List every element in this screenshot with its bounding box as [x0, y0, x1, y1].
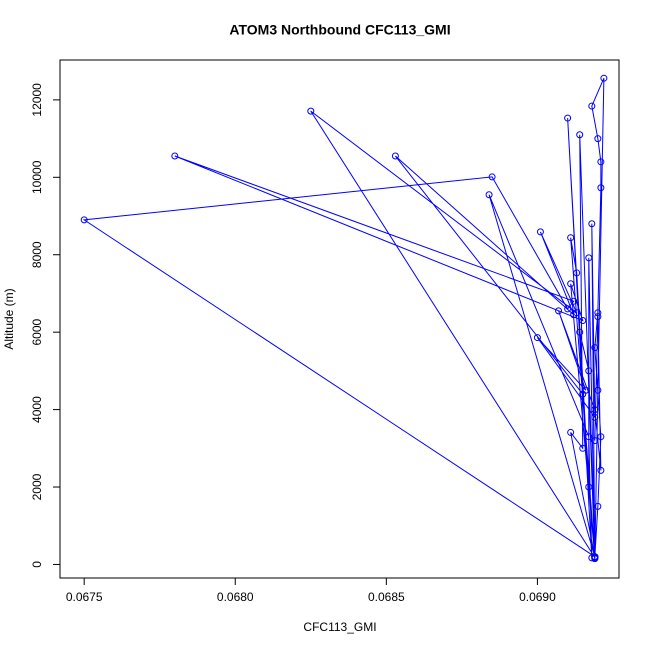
point — [585, 433, 593, 441]
point — [588, 102, 596, 110]
y-tick-label: 0 — [30, 561, 44, 568]
point — [307, 107, 315, 115]
point — [594, 313, 602, 321]
point — [591, 554, 599, 562]
point — [579, 444, 587, 452]
point — [594, 502, 602, 510]
point — [567, 428, 575, 436]
point — [536, 228, 544, 236]
point — [485, 191, 493, 199]
chart-title: ATOM3 Northbound CFC113_GMI — [229, 22, 450, 38]
point — [585, 254, 593, 262]
point — [391, 152, 399, 160]
point — [597, 466, 605, 474]
y-tick-label: 8000 — [30, 241, 44, 268]
x-tick-label: 0.0680 — [217, 590, 254, 604]
point — [597, 184, 605, 192]
point — [588, 554, 596, 562]
point — [594, 309, 602, 317]
point — [591, 437, 599, 445]
point — [597, 158, 605, 166]
point — [591, 413, 599, 421]
point — [576, 328, 584, 336]
x-tick-label: 0.0685 — [368, 590, 405, 604]
point — [488, 173, 496, 181]
point — [555, 307, 563, 315]
y-tick-label: 2000 — [30, 473, 44, 500]
point — [576, 131, 584, 139]
point — [564, 305, 572, 313]
point — [597, 433, 605, 441]
point — [579, 317, 587, 325]
x-tick-label: 0.0675 — [66, 590, 103, 604]
point — [594, 135, 602, 143]
y-tick-label: 6000 — [30, 318, 44, 345]
x-axis-label: CFC113_GMI — [303, 620, 376, 634]
plot-frame — [59, 59, 620, 579]
point — [570, 297, 578, 305]
point — [585, 483, 593, 491]
y-axis-label: Altitude (m) — [2, 288, 16, 349]
point — [567, 234, 575, 242]
point — [594, 386, 602, 394]
x-tick-label: 0.0690 — [519, 590, 556, 604]
point — [567, 280, 575, 288]
point — [564, 114, 572, 122]
point — [582, 386, 590, 394]
point — [573, 269, 581, 277]
point — [171, 152, 179, 160]
point — [600, 74, 608, 82]
point — [591, 406, 599, 414]
series-line — [82, 77, 605, 559]
point — [533, 334, 541, 342]
point — [80, 216, 88, 224]
y-tick-label: 4000 — [30, 396, 44, 423]
point — [585, 367, 593, 375]
point — [588, 220, 596, 228]
point — [591, 344, 599, 352]
y-tick-label: 10000 — [30, 160, 44, 194]
y-tick-label: 12000 — [30, 83, 44, 117]
point — [570, 311, 578, 319]
